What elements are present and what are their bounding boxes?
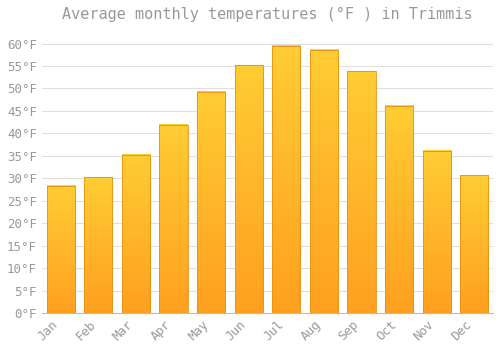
Bar bbox=[422, 151, 451, 313]
Bar bbox=[46, 186, 74, 313]
Bar bbox=[385, 106, 413, 313]
Title: Average monthly temperatures (°F ) in Trimmis: Average monthly temperatures (°F ) in Tr… bbox=[62, 7, 472, 22]
Bar bbox=[160, 125, 188, 313]
Bar bbox=[122, 155, 150, 313]
Bar bbox=[460, 175, 488, 313]
Bar bbox=[197, 92, 225, 313]
Bar bbox=[348, 71, 376, 313]
Bar bbox=[272, 46, 300, 313]
Bar bbox=[234, 65, 262, 313]
Bar bbox=[310, 50, 338, 313]
Bar bbox=[84, 177, 112, 313]
